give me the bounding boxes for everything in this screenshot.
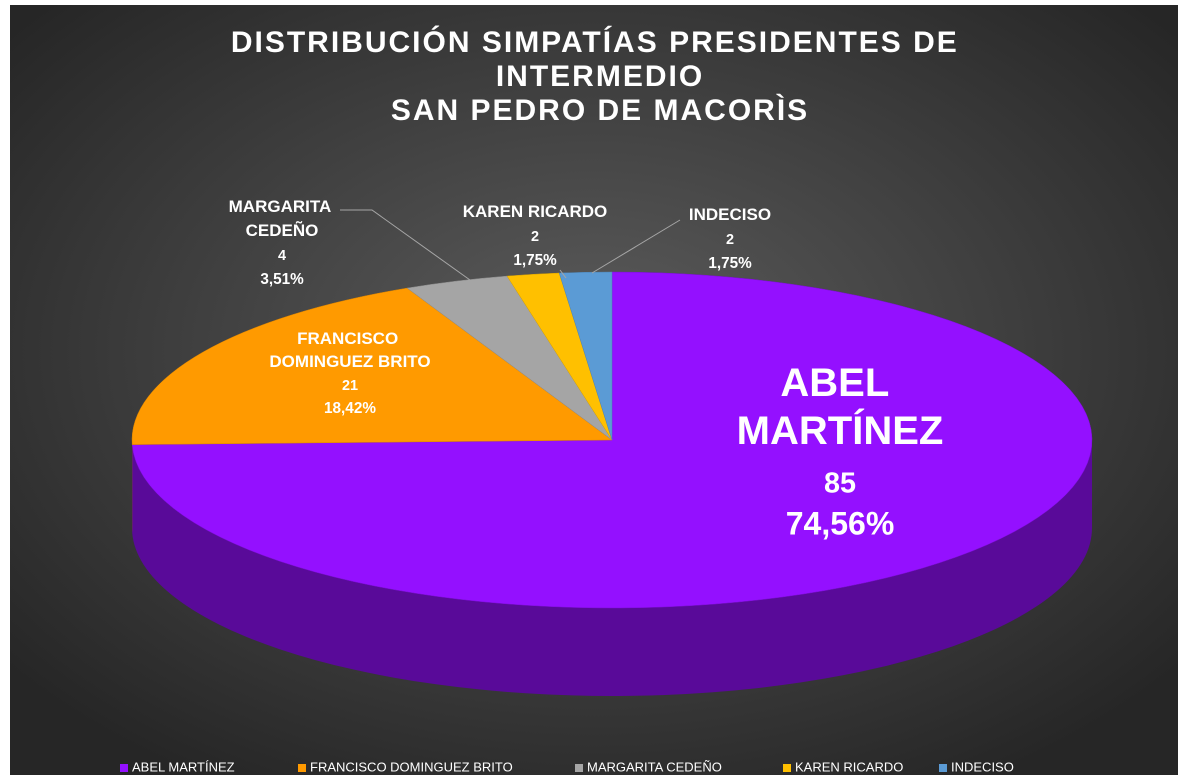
data-label-name: INDECISO <box>689 205 771 224</box>
text-line: MARTÍNEZ <box>737 408 944 453</box>
data-label-name: FRANCISCO DOMINGUEZ BRITO <box>269 329 430 371</box>
pie <box>131 271 1093 697</box>
text-line: ABEL <box>780 361 899 405</box>
legend: ABEL MARTÍNEZ FRANCISCO DOMINGUEZ BRITO MA… <box>120 759 1014 774</box>
text-line: FRANCISCO <box>297 329 403 348</box>
legend-label: KAREN RICARDO <box>795 759 903 774</box>
leader-line <box>559 269 567 279</box>
data-labels: ABEL MARTÍNEZ 85 74,56% FRANCISCO DOMINGUEZ… <box>229 197 944 541</box>
legend-swatch <box>575 764 583 772</box>
chart-title: DISTRIBUCIÓN SIMPATÍAS PRESIDENTES DE IN… <box>231 25 969 93</box>
data-label-percent: 1,75% <box>513 252 557 269</box>
data-label-name: ABEL MARTÍNEZ <box>737 361 944 453</box>
data-label-percent: 3,51% <box>260 271 304 288</box>
data-label-value: 2 <box>726 232 734 248</box>
slice-side <box>132 440 1092 697</box>
leader-line <box>340 209 471 281</box>
text-line: CEDEÑO <box>246 220 319 240</box>
data-label-percent: 18,42% <box>324 400 376 417</box>
legend-label: INDECISO <box>951 759 1014 774</box>
data-label-value: 21 <box>342 378 358 394</box>
data-label-value: 2 <box>531 229 539 245</box>
legend-label: MARGARITA CEDEÑO <box>587 759 722 774</box>
chart-subtitle: SAN PEDRO DE MACORÌS <box>391 93 809 127</box>
legend-label: ABEL MARTÍNEZ <box>132 759 235 774</box>
text-line: DISTRIBUCIÓN SIMPATÍAS PRESIDENTES DE <box>231 25 969 59</box>
data-label-name: MARGARITA CEDEÑO <box>229 197 336 240</box>
legend-swatch <box>783 764 791 772</box>
data-label-percent: 1,75% <box>708 255 752 272</box>
legend-swatch <box>939 764 947 772</box>
text-line: DOMINGUEZ BRITO <box>269 352 430 371</box>
legend-swatch <box>298 764 306 772</box>
text-line: INDECISO <box>689 205 771 224</box>
legend-label: FRANCISCO DOMINGUEZ BRITO <box>310 759 513 774</box>
data-label-name: KAREN RICARDO <box>463 202 608 221</box>
text-line: KAREN RICARDO <box>463 202 608 221</box>
data-label-percent: 74,56% <box>786 505 895 541</box>
text-line: INTERMEDIO <box>496 60 704 93</box>
data-label-value: 4 <box>278 248 286 264</box>
data-label-value: 85 <box>824 468 856 500</box>
legend-swatch <box>120 764 128 772</box>
slice <box>131 287 613 445</box>
leader-line <box>591 219 681 274</box>
text-line: MARGARITA <box>229 197 336 216</box>
slice <box>558 271 613 441</box>
